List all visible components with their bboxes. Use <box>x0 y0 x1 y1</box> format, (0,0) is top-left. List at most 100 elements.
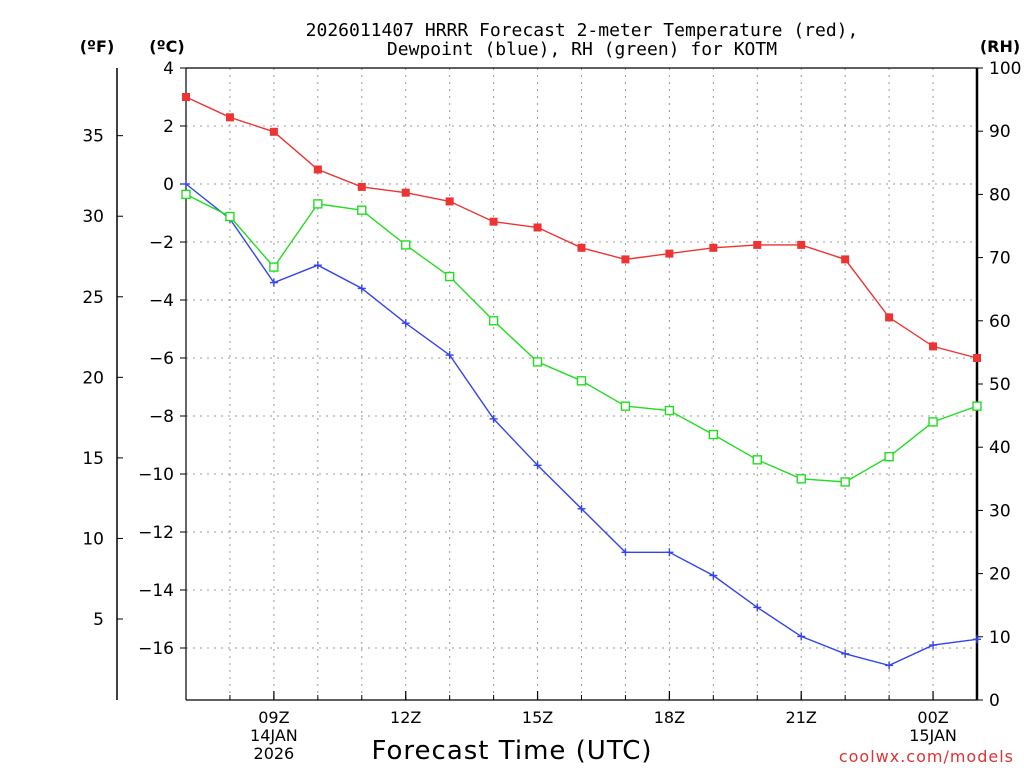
temperature-point <box>489 217 498 226</box>
rh-tick-label: 80 <box>989 185 1011 205</box>
celsius-unit-label: (ºC) <box>149 37 184 56</box>
time-tick-label: 09Z <box>258 708 289 727</box>
rh-tick-label: 0 <box>989 691 1000 711</box>
temperature-point <box>445 197 454 206</box>
dewpoint-point <box>313 261 322 270</box>
rh-point <box>620 401 631 411</box>
rh-point <box>313 199 323 209</box>
rh-tick-label: 50 <box>989 375 1011 395</box>
dewpoint-point <box>753 603 762 612</box>
temperature-point <box>929 342 938 351</box>
temperature-point <box>709 243 718 252</box>
fahrenheit-tick-label: 10 <box>82 529 104 549</box>
series-dewpoint <box>182 180 981 670</box>
rh-point <box>357 205 367 215</box>
fahrenheit-tick-label: 5 <box>93 610 104 630</box>
rh-point <box>796 474 806 484</box>
temperature-point <box>401 188 410 197</box>
dewpoint-point <box>841 649 850 658</box>
rh-tick-label: 10 <box>989 628 1011 648</box>
grid-lines <box>186 68 977 700</box>
rh-tick-label: 40 <box>989 438 1011 458</box>
time-tick-year: 2026 <box>254 744 295 763</box>
celsius-tick-label: −14 <box>138 581 174 601</box>
dewpoint-point <box>973 635 981 644</box>
celsius-tick-label: 0 <box>163 175 174 195</box>
temperature-point <box>841 255 850 264</box>
rh-tick-label: 90 <box>989 122 1011 142</box>
dewpoint-point <box>665 548 674 557</box>
celsius-tick-label: −12 <box>138 523 174 543</box>
time-tick-date: 15JAN <box>909 726 957 745</box>
rh-point <box>401 240 411 250</box>
rh-point <box>752 455 762 465</box>
rh-point <box>576 376 587 386</box>
rh-point <box>225 211 235 222</box>
dewpoint-point <box>445 351 454 360</box>
rh-tick-label: 100 <box>989 59 1021 79</box>
temperature-point <box>753 240 762 249</box>
temperature-point <box>225 113 234 122</box>
temperature-point <box>313 165 322 174</box>
time-tick-label: 00Z <box>917 708 948 727</box>
fahrenheit-tick-label: 25 <box>82 288 104 308</box>
series-layer <box>181 93 982 670</box>
x-axis-label: Forecast Time (UTC) <box>371 736 652 766</box>
dewpoint-point <box>929 641 938 650</box>
temperature-point <box>665 249 674 258</box>
temperature-point <box>357 182 366 191</box>
celsius-tick-label: −6 <box>149 349 174 369</box>
time-tick-date: 14JAN <box>250 726 298 745</box>
temperature-point <box>533 223 542 232</box>
celsius-tick-label: −16 <box>138 639 174 659</box>
chart-title-line2: Dewpoint (blue), RH (green) for KOTM <box>387 39 777 60</box>
dewpoint-point <box>621 548 630 557</box>
dewpoint-point <box>885 661 894 670</box>
dewpoint-point <box>401 319 410 328</box>
dewpoint-point <box>357 284 366 293</box>
fahrenheit-tick-label: 20 <box>82 368 104 388</box>
temperature-point <box>621 255 630 264</box>
temperature-point <box>973 354 981 362</box>
rh-point <box>488 316 499 326</box>
dewpoint-point <box>709 571 718 580</box>
rh-tick-label: 70 <box>989 249 1011 269</box>
rh-point <box>532 357 543 367</box>
rh-point <box>444 271 455 282</box>
celsius-tick-label: −2 <box>149 233 174 253</box>
fahrenheit-tick-label: 35 <box>82 127 104 147</box>
fahrenheit-tick-label: 30 <box>82 207 104 227</box>
celsius-tick-label: −8 <box>149 407 174 427</box>
rh-point <box>664 405 675 416</box>
time-tick-label: 12Z <box>390 708 421 727</box>
temperature-line <box>185 96 978 359</box>
dewpoint-point <box>577 504 586 513</box>
series-temperature <box>182 93 981 362</box>
celsius-tick-label: 4 <box>163 59 174 79</box>
rh-point <box>884 451 894 462</box>
celsius-tick-label: −4 <box>149 291 174 311</box>
rh-point <box>708 429 719 440</box>
rh-point <box>928 417 938 427</box>
temperature-point <box>182 93 190 101</box>
dewpoint-point <box>182 180 190 188</box>
celsius-axis: 4 2 0 −2 −4 −6 −8 −10 −12 −14 −16 <box>138 59 186 659</box>
rh-unit-label: (RH) <box>980 37 1020 56</box>
time-tick-label: 15Z <box>522 708 553 727</box>
temperature-point <box>269 127 278 136</box>
rh-point <box>181 189 191 200</box>
rh-point <box>840 477 850 487</box>
celsius-tick-label: −10 <box>138 465 174 485</box>
dewpoint-point <box>489 414 498 423</box>
rh-tick-label: 30 <box>989 501 1011 521</box>
time-tick-label: 18Z <box>654 708 685 727</box>
rh-point <box>269 262 279 272</box>
rh-point <box>972 401 982 411</box>
time-tick-label: 21Z <box>786 708 817 727</box>
chart-title-line1: 2026011407 HRRR Forecast 2-meter Tempera… <box>306 20 859 41</box>
series-rh <box>181 189 982 487</box>
fahrenheit-axis: 35 30 25 20 15 10 5 <box>82 127 123 630</box>
